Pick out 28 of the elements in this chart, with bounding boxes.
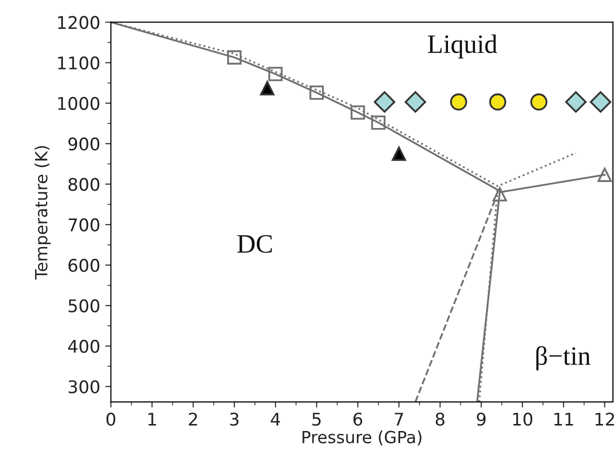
x-tick-label: 7	[394, 412, 403, 426]
y-tick-label: 1000	[58, 96, 100, 110]
x-tick-label: 0	[106, 412, 116, 426]
x-tick-label: 3	[230, 412, 238, 426]
y-tick-label: 300	[68, 380, 100, 394]
x-tick-label: 5	[312, 412, 321, 426]
y-tick-label: 800	[68, 178, 100, 191]
x-axis-title: Pressure (GPa)	[302, 430, 422, 446]
y-axis-title: Temperature (K)	[34, 146, 51, 280]
x-tick-label: 2	[188, 412, 197, 426]
y-tick-label: 900	[68, 137, 100, 150]
annotation: DC	[237, 235, 272, 253]
x-tick-label: 12	[596, 412, 614, 426]
y-tick-label: 700	[68, 218, 100, 232]
x-tick-label: 6	[353, 412, 362, 426]
y-tick-label: 1100	[58, 56, 100, 70]
x-tick-label: 11	[554, 412, 573, 426]
y-tick-label: 500	[68, 299, 100, 312]
x-tick-label: 4	[270, 412, 280, 426]
annotation: Liquid	[428, 34, 498, 58]
x-tick-label: 9	[476, 412, 486, 426]
y-tick-label: 600	[68, 258, 100, 272]
y-tick-label: 1200	[58, 16, 100, 30]
x-tick-label: 8	[436, 412, 444, 426]
x-tick-label: 10	[513, 412, 532, 426]
x-tick-label: 1	[148, 412, 156, 426]
y-tick-label: 400	[68, 340, 100, 353]
annotation: β−tin	[536, 346, 590, 370]
